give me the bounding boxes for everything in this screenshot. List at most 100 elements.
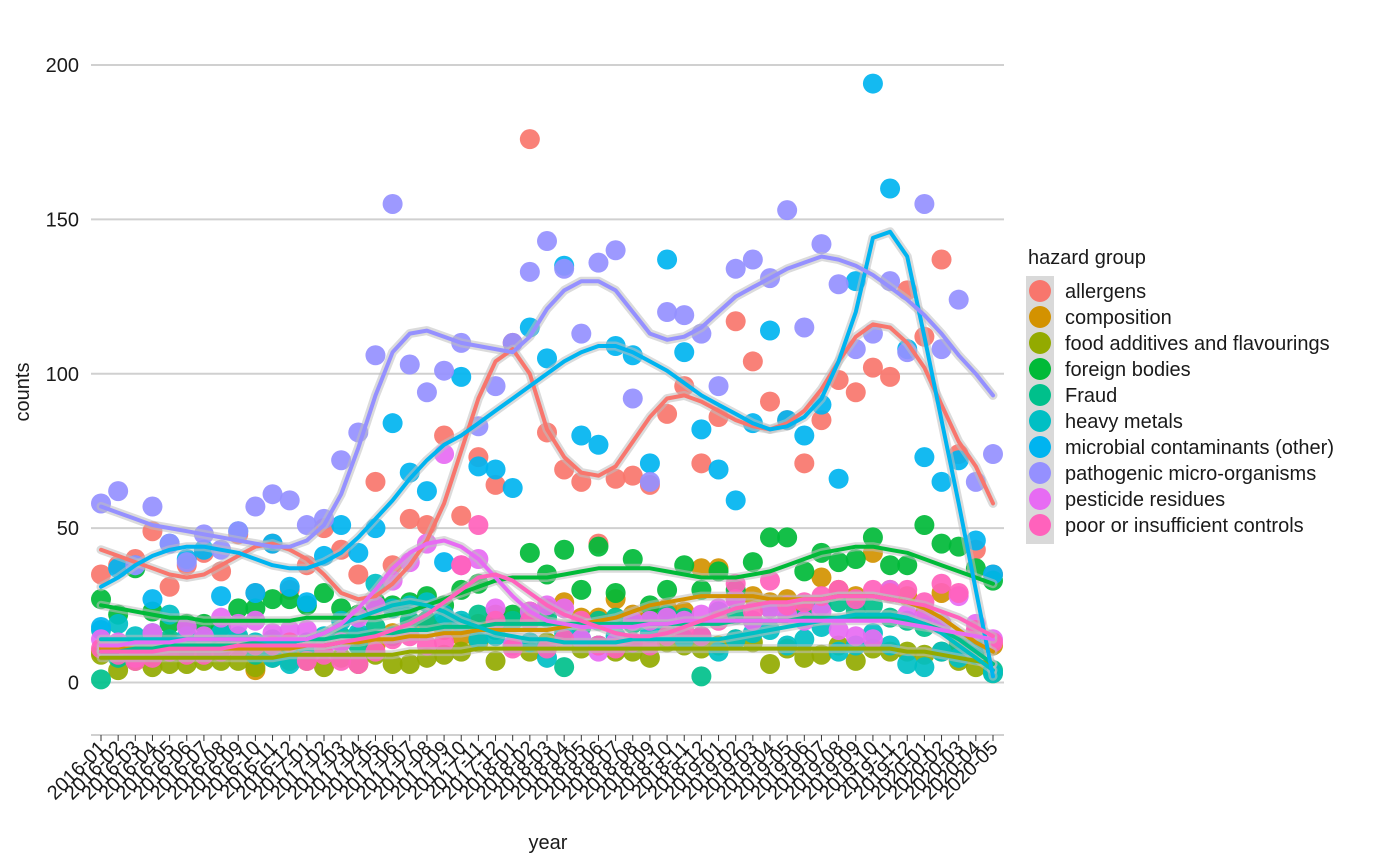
point-foreign-bodies (228, 598, 249, 619)
point-microbial-contaminants-other (434, 552, 455, 573)
point-pathogenic-micro-organisms (605, 240, 626, 261)
point-microbial-contaminants-other (382, 413, 403, 434)
point-foreign-bodies (262, 589, 283, 610)
y-tick-label-50: 50 (57, 518, 79, 540)
point-foreign-bodies (880, 555, 901, 576)
legend-label-allergens: allergens (1065, 281, 1146, 303)
point-heavy-metals (897, 653, 918, 674)
point-microbial-contaminants-other (451, 366, 472, 387)
point-microbial-contaminants-other (485, 459, 506, 480)
point-allergens (725, 311, 746, 332)
point-foreign-bodies (554, 539, 575, 560)
trend-line-pesticide-residues (99, 538, 995, 648)
point-microbial-contaminants-other (880, 178, 901, 199)
point-pathogenic-micro-organisms (948, 289, 969, 310)
point-allergens (519, 129, 540, 150)
legend-title: hazard group (1028, 247, 1146, 269)
point-microbial-contaminants-other (862, 73, 883, 94)
legend-swatch-heavy-metals (1029, 410, 1051, 432)
point-pathogenic-micro-organisms (176, 552, 197, 573)
point-microbial-contaminants-other (708, 459, 729, 480)
y-tick-label-0: 0 (68, 673, 79, 695)
legend-label-food-additives-and-flavourings: food additives and flavourings (1065, 333, 1330, 355)
point-food-additives-and-flavourings (399, 653, 420, 674)
point-foreign-bodies (519, 542, 540, 563)
point-allergens (365, 471, 386, 492)
point-microbial-contaminants-other (914, 447, 935, 468)
point-foreign-bodies (931, 533, 952, 554)
point-microbial-contaminants-other (537, 348, 557, 369)
trend-line-poor-or-insufficient-controls (99, 572, 995, 654)
point-foreign-bodies (794, 561, 815, 582)
point-allergens (845, 382, 866, 403)
point-foreign-bodies (588, 536, 609, 557)
point-pathogenic-micro-organisms (914, 193, 935, 214)
point-foreign-bodies (760, 527, 780, 548)
x-axis-ticks: 2016-012016-022016-032016-042016-052016-… (43, 735, 1003, 804)
legend-swatch-pesticide-residues (1029, 488, 1051, 510)
legend-label-pesticide-residues: pesticide residues (1065, 489, 1225, 511)
point-allergens (811, 410, 832, 431)
point-microbial-contaminants-other (657, 249, 678, 270)
point-microbial-contaminants-other (571, 425, 592, 446)
point-food-additives-and-flavourings (760, 653, 780, 674)
point-pathogenic-micro-organisms (519, 261, 540, 282)
point-pathogenic-micro-organisms (674, 305, 695, 326)
y-axis-ticks: 0 50 100 150 200 (46, 55, 79, 694)
point-pathogenic-micro-organisms (365, 345, 386, 366)
legend-label-heavy-metals: heavy metals (1065, 411, 1183, 433)
point-fraud (468, 604, 489, 625)
point-pathogenic-micro-organisms (554, 258, 575, 279)
legend-swatch-pathogenic-micro-organisms (1029, 462, 1051, 484)
legend-label-microbial-contaminants-other: microbial contaminants (other) (1065, 437, 1334, 459)
point-pathogenic-micro-organisms (571, 323, 592, 344)
point-allergens (622, 465, 643, 486)
point-poor-or-insufficient-controls (931, 573, 952, 594)
legend-swatch-poor-or-insufficient-controls (1029, 514, 1051, 536)
point-allergens (485, 474, 506, 495)
point-heavy-metals (914, 657, 935, 678)
point-allergens (760, 391, 780, 412)
point-fraud (554, 657, 575, 678)
point-allergens (742, 351, 763, 372)
trend-lines (96, 227, 998, 681)
legend-swatch-foreign-bodies (1029, 358, 1051, 380)
point-heavy-metals (108, 613, 129, 634)
point-poor-or-insufficient-controls (897, 579, 918, 600)
point-microbial-contaminants-other (142, 589, 163, 610)
point-microbial-contaminants-other (691, 419, 712, 440)
point-foreign-bodies (605, 582, 626, 603)
point-pathogenic-micro-organisms (108, 481, 129, 502)
point-microbial-contaminants-other (931, 471, 952, 492)
point-pathogenic-micro-organisms (262, 484, 283, 505)
legend-label-poor-or-insufficient-controls: poor or insufficient controls (1065, 515, 1304, 537)
point-microbial-contaminants-other (331, 515, 352, 536)
point-pathogenic-micro-organisms (279, 490, 300, 511)
point-poor-or-insufficient-controls (948, 582, 969, 603)
point-foreign-bodies (828, 552, 849, 573)
legend-label-fraud: Fraud (1065, 385, 1117, 407)
legend-label-pathogenic-micro-organisms: pathogenic micro-organisms (1065, 463, 1316, 485)
point-foreign-bodies (777, 527, 798, 548)
point-pathogenic-micro-organisms (399, 354, 420, 375)
point-pathogenic-micro-organisms (331, 450, 352, 471)
point-pathogenic-micro-organisms (382, 193, 403, 214)
point-pathogenic-micro-organisms (811, 234, 832, 255)
y-axis-title: counts (12, 363, 34, 422)
point-pathogenic-micro-organisms (416, 382, 437, 403)
point-microbial-contaminants-other (760, 320, 780, 341)
point-microbial-contaminants-other (725, 490, 746, 511)
point-pathogenic-micro-organisms (639, 471, 660, 492)
trend-line-allergens (99, 322, 995, 602)
point-microbial-contaminants-other (416, 481, 437, 502)
point-food-additives-and-flavourings (485, 650, 506, 671)
legend-swatch-fraud (1029, 384, 1051, 406)
point-allergens (794, 453, 815, 474)
point-pathogenic-micro-organisms (537, 231, 557, 252)
point-allergens (348, 564, 369, 585)
point-allergens (862, 357, 883, 378)
legend-label-composition: composition (1065, 307, 1172, 329)
point-pathogenic-micro-organisms (142, 496, 163, 517)
point-pathogenic-micro-organisms (588, 252, 609, 273)
